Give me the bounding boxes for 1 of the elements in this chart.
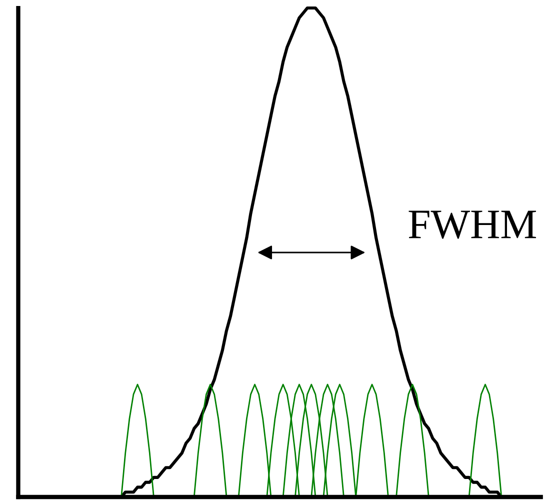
annotation: FWHM <box>408 210 536 239</box>
